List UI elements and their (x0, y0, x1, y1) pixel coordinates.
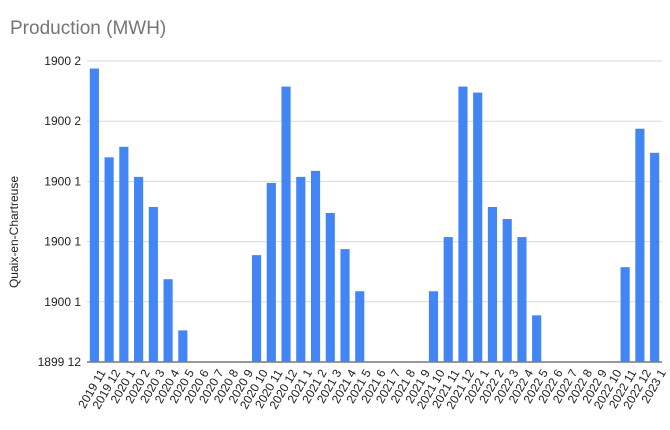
bar-2020-11 (266, 182, 276, 362)
bar-2020-5 (178, 330, 188, 362)
bar-2021-5 (355, 291, 365, 362)
y-tick-label: 1899 12 (38, 355, 82, 369)
bar-2021-11 (443, 237, 453, 362)
y-tick-label: 1900 2 (44, 114, 81, 128)
bar-2021-2 (310, 170, 321, 362)
bar-2019-11 (89, 68, 99, 363)
bar-2022-4 (517, 237, 527, 362)
bar-2022-2 (487, 206, 498, 362)
bar-2021-3 (325, 213, 335, 362)
bar-2020-10 (251, 255, 262, 362)
y-axis-title: Quaix-en-Chartreuse (7, 176, 21, 288)
bar-2020-1 (119, 146, 129, 362)
bar-2021-12 (458, 86, 468, 363)
gridlines (87, 60, 662, 363)
bar-2022-1 (473, 92, 483, 362)
bar-2022-5 (532, 315, 542, 362)
bar-2022-3 (502, 219, 512, 362)
bar-2022-11 (620, 267, 630, 362)
bar-2020-2 (134, 176, 144, 362)
bar-2019-12 (104, 157, 114, 362)
bar-2020-12 (281, 86, 291, 363)
y-tick-label: 1900 2 (44, 54, 81, 68)
bars (89, 68, 660, 363)
bar-2020-3 (148, 206, 158, 362)
y-tick-label: 1900 1 (44, 295, 81, 309)
bar-2020-4 (163, 279, 173, 362)
bar-2021-1 (296, 176, 306, 362)
bar-2022-12 (635, 128, 645, 362)
y-axis-ticks: 1899 12 1900 1 1900 1 1900 1 1900 2 1900 2 (38, 54, 82, 369)
y-tick-label: 1900 1 (44, 174, 81, 188)
bar-2023-1 (650, 152, 660, 362)
bar-2021-4 (340, 249, 350, 362)
chart-title: Production (MWH) (10, 18, 167, 39)
y-tick-label: 1900 1 (44, 235, 81, 249)
bar-2021-10 (428, 291, 439, 362)
